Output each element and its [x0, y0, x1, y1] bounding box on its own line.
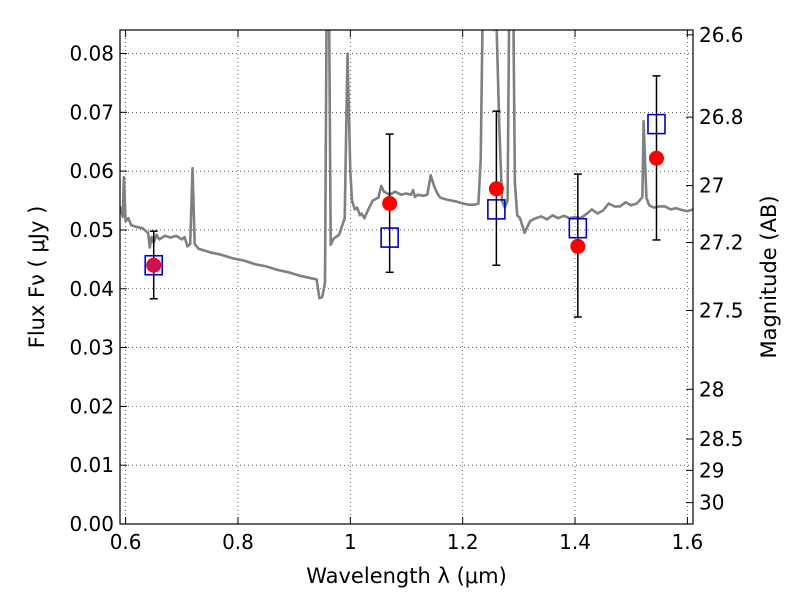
x-tick-label: 0.8: [222, 530, 254, 554]
spectrum-line: [120, 30, 693, 300]
y-tick-label: 0.01: [69, 453, 114, 477]
right-tick-label: 26.6: [699, 23, 744, 47]
plot-frame: [119, 29, 694, 525]
right-tick-label: 30: [699, 491, 724, 515]
y-tick-label: 0.02: [69, 394, 114, 418]
y-axis-label: Flux Fν ( μJy ): [25, 206, 49, 349]
y-tick-label: 0.03: [69, 336, 114, 360]
y-tick-label: 0.04: [69, 277, 114, 301]
y-tick-label: 0.08: [69, 42, 114, 66]
right-axis-label: Magnitude (AB): [757, 195, 781, 358]
grid: [120, 30, 693, 525]
right-tick-label: 29: [699, 458, 724, 482]
observed-point: [570, 238, 586, 254]
right-tick-label: 28.5: [699, 427, 744, 451]
right-tick-label: 27.2: [699, 231, 744, 255]
observed-point: [648, 150, 664, 166]
model-square: [647, 113, 666, 135]
x-tick-label: 1: [344, 530, 357, 554]
observed-point: [488, 181, 504, 197]
model-photometry-points: [144, 113, 666, 276]
right-tick-label: 27.5: [699, 298, 744, 322]
error-bars: [149, 75, 661, 318]
model-square: [144, 254, 164, 276]
y-tick-label: 0.05: [69, 218, 114, 242]
observed-point: [382, 195, 398, 211]
overlap-marker: [147, 258, 161, 272]
y-tick-label: 0.06: [69, 159, 114, 183]
y-tick-label: 0.00: [69, 512, 114, 536]
model-square: [380, 227, 399, 248]
right-tick-label: 28: [699, 377, 724, 401]
model-square: [487, 199, 506, 220]
right-tick-label: 26.8: [699, 105, 744, 129]
x-tick-label: 1.2: [447, 530, 479, 554]
x-tick-label: 0.6: [110, 530, 142, 554]
model-square: [568, 217, 588, 239]
model-spectrum: [120, 30, 693, 300]
x-tick-label: 1.4: [559, 530, 591, 554]
right-tick-label: 27: [699, 174, 724, 198]
x-tick-label: 1.6: [671, 530, 703, 554]
axis-ticks: 0.6 0.8 1 1.2 1.4 1.6 0.00 0.01 0.02 0.03 0.04 0.05…: [69, 23, 743, 554]
x-axis-label: Wavelength λ (μm): [306, 564, 507, 588]
y-tick-label: 0.07: [69, 100, 114, 124]
